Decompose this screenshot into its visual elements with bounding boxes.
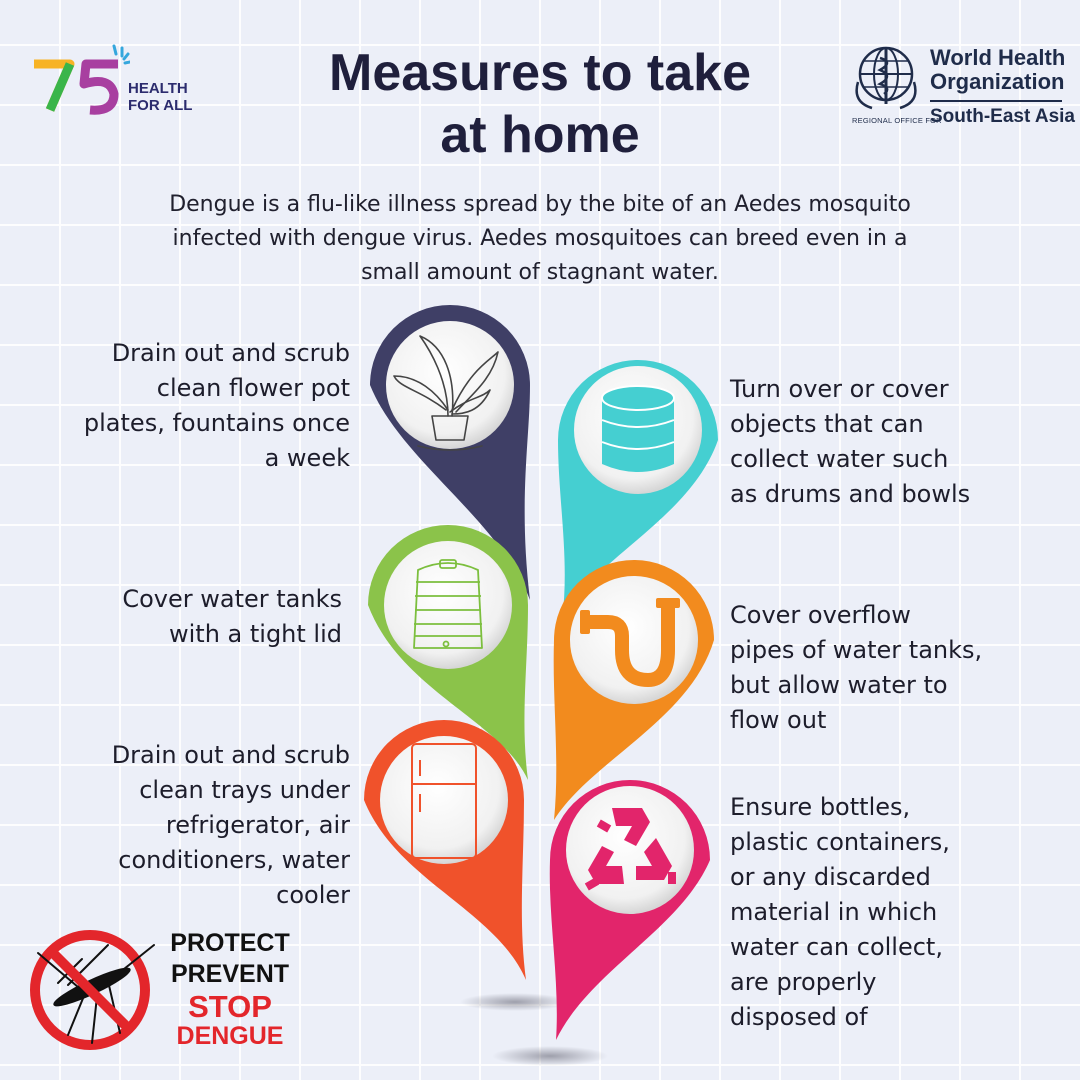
stop-dengue-slogan: PROTECT PREVENT STOP DENGUE xyxy=(160,928,300,1050)
no-mosquito-icon xyxy=(30,930,155,1050)
caption-bottles: Ensure bottles, plastic containers, or a… xyxy=(730,790,1070,1035)
refrigerator-icon xyxy=(411,743,477,859)
pin-refrigerator xyxy=(364,720,526,980)
caption-line: Turn over or cover xyxy=(730,375,949,403)
water-tank-icon xyxy=(413,559,483,649)
caption-flower-pot: Drain out and scrub clean flower pot pla… xyxy=(20,336,350,476)
who-region-name: South-East Asia xyxy=(930,106,1075,127)
slogan-protect: PROTECT xyxy=(170,929,290,957)
caption-line: but allow water to xyxy=(730,671,948,699)
who-emblem-icon xyxy=(855,46,917,110)
logo-line-for-all: FOR ALL xyxy=(128,97,193,114)
caption-refrigerator: Drain out and scrub clean trays under re… xyxy=(20,738,350,913)
title-line-1: Measures to take xyxy=(329,44,751,102)
pin-drums xyxy=(558,360,718,620)
who-divider xyxy=(930,100,1062,102)
intro-text: Dengue is a flu-like illness spread by t… xyxy=(70,188,1010,290)
logo-line-health: HEALTH xyxy=(128,80,188,97)
caption-line: plates, fountains once xyxy=(83,409,350,437)
caption-overflow-pipes: Cover overflow pipes of water tanks, but… xyxy=(730,598,1075,738)
caption-line: disposed of xyxy=(730,1003,868,1031)
caption-line: objects that can xyxy=(730,410,924,438)
caption-line: Cover overflow xyxy=(730,601,911,629)
intro-line-2: infected with dengue virus. Aedes mosqui… xyxy=(172,226,908,251)
logo-75-icon xyxy=(34,44,132,115)
intro-line-3: small amount of stagnant water. xyxy=(361,260,719,285)
caption-line: plastic containers, xyxy=(730,828,950,856)
measures-pins-graphic xyxy=(364,305,718,1066)
who-name: World Health Organization xyxy=(930,46,1065,94)
slogan-dengue: DENGUE xyxy=(176,1022,284,1050)
recycle-bottles-icon xyxy=(584,808,676,891)
caption-line: refrigerator, air xyxy=(165,811,350,839)
pin-water-tank xyxy=(368,525,528,780)
caption-line: Cover water tanks xyxy=(122,585,342,613)
caption-line: with a tight lid xyxy=(168,620,342,648)
title-line-2: at home xyxy=(440,106,640,164)
caption-line: Ensure bottles, xyxy=(730,793,911,821)
who-regional-office-label: REGIONAL OFFICE FOR xyxy=(852,116,942,125)
pin-overflow-pipes xyxy=(553,560,714,820)
caption-line: Drain out and scrub xyxy=(111,339,350,367)
caption-line: or any discarded xyxy=(730,863,931,891)
caption-line: cooler xyxy=(276,881,350,909)
caption-water-tank: Cover water tanks with a tight lid xyxy=(20,582,342,652)
pipe-fitting-icon xyxy=(580,598,680,634)
caption-line: are properly xyxy=(730,968,877,996)
caption-line: a week xyxy=(264,444,350,472)
page-title: Measures to take at home xyxy=(250,42,830,166)
pin-shadow xyxy=(492,1046,608,1066)
health-for-all-logo: HEALTH FOR ALL xyxy=(30,40,200,120)
caption-line: clean trays under xyxy=(139,776,350,804)
pipe-icon xyxy=(584,606,675,687)
drum-icon xyxy=(601,385,675,472)
pin-bottles xyxy=(549,780,710,1040)
caption-line: pipes of water tanks, xyxy=(730,636,983,664)
who-line-2: Organization xyxy=(930,69,1065,94)
caption-line: water can collect, xyxy=(730,933,943,961)
pin-flower-pot xyxy=(370,305,530,600)
caption-drums: Turn over or cover objects that can coll… xyxy=(730,372,1070,512)
intro-line-1: Dengue is a flu-like illness spread by t… xyxy=(169,192,911,217)
caption-line: as drums and bowls xyxy=(730,480,971,508)
caption-line: material in which xyxy=(730,898,938,926)
pin-shadow xyxy=(460,993,570,1011)
slogan-prevent: PREVENT xyxy=(170,960,290,988)
slogan-stop: STOP xyxy=(188,989,272,1024)
who-line-1: World Health xyxy=(930,45,1066,70)
caption-line: clean flower pot xyxy=(156,374,350,402)
caption-line: collect water such xyxy=(730,445,949,473)
caption-line: conditioners, water xyxy=(118,846,350,874)
caption-line: flow out xyxy=(730,706,827,734)
caption-line: Drain out and scrub xyxy=(111,741,350,769)
potted-plant-icon xyxy=(393,335,499,451)
